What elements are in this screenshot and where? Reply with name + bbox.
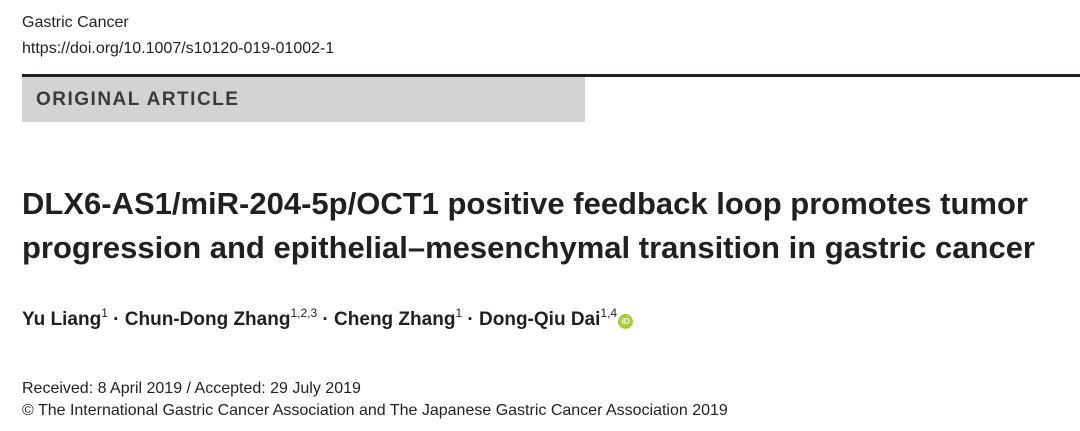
author-list: Yu Liang1 · Chun-Dong Zhang1,2,3 · Cheng…	[22, 306, 634, 333]
article-dates: Received: 8 April 2019 / Accepted: 29 Ju…	[22, 380, 361, 397]
author-affiliation: 1,4	[600, 306, 618, 320]
title-line-2: progression and epithelial–mesenchymal t…	[22, 230, 1035, 265]
article-type-label: ORIGINAL ARTICLE	[36, 89, 240, 110]
author-affiliation: 1,2,3	[290, 306, 318, 320]
author-separator: ·	[317, 309, 335, 330]
author-separator: ·	[462, 309, 480, 330]
copyright-notice: © The International Gastric Cancer Assoc…	[22, 402, 728, 419]
author-name[interactable]: Cheng Zhang	[334, 309, 456, 330]
header-rule	[22, 74, 1080, 77]
article-type-banner: ORIGINAL ARTICLE	[22, 77, 585, 122]
article-title: DLX6-AS1/miR-204-5p/OCT1 positive feedba…	[22, 182, 1072, 270]
author-separator: ·	[107, 309, 125, 330]
orcid-icon[interactable]: iD	[618, 314, 634, 329]
author-affiliation: 1	[455, 306, 463, 320]
doi-link[interactable]: https://doi.org/10.1007/s10120-019-01002…	[22, 40, 335, 57]
journal-name: Gastric Cancer	[22, 14, 129, 31]
author-name[interactable]: Dong-Qiu Dai	[479, 309, 601, 330]
author-name[interactable]: Chun-Dong Zhang	[124, 309, 291, 330]
author-affiliation: 1	[101, 306, 108, 320]
title-line-1: DLX6-AS1/miR-204-5p/OCT1 positive feedba…	[22, 186, 1028, 221]
author-name[interactable]: Yu Liang	[22, 309, 102, 330]
